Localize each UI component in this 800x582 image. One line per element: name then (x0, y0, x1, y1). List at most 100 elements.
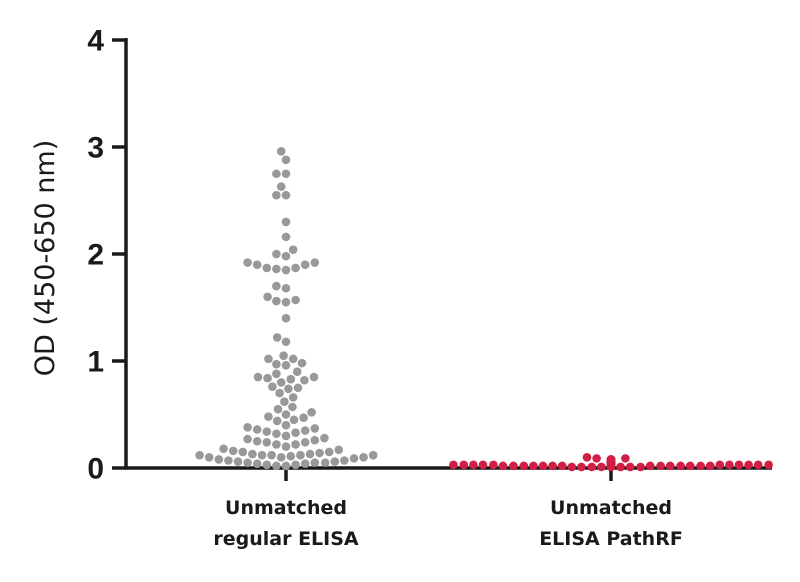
data-point (315, 448, 324, 458)
data-point (243, 434, 252, 444)
data-point (248, 449, 257, 459)
data-point (509, 461, 518, 471)
data-point (592, 454, 601, 463)
data-point (224, 456, 233, 465)
data-point (238, 447, 248, 457)
data-point (300, 459, 310, 469)
data-point (275, 388, 284, 398)
data-point (272, 249, 281, 259)
data-point (368, 450, 378, 460)
data-point (567, 462, 577, 472)
data-point (281, 297, 291, 307)
data-point (281, 232, 291, 242)
data-point (334, 445, 344, 455)
data-points (195, 146, 773, 472)
data-point (291, 460, 300, 470)
data-point (597, 462, 606, 472)
data-point (305, 449, 315, 459)
y-tick-label: 1 (87, 346, 104, 379)
data-point (292, 367, 302, 377)
data-point (281, 313, 291, 323)
data-point (281, 155, 291, 165)
data-point (272, 190, 281, 200)
data-point (587, 462, 597, 472)
data-point (340, 456, 349, 465)
data-point (252, 260, 262, 270)
data-point (310, 458, 320, 467)
data-point (262, 438, 272, 447)
data-point (299, 413, 308, 423)
data-point (645, 461, 655, 471)
data-point (281, 360, 291, 370)
data-point (478, 460, 488, 470)
data-point (281, 265, 291, 275)
y-axis-title: OD (450-650 nm) (30, 140, 61, 377)
data-point (320, 433, 329, 443)
data-point (281, 420, 291, 430)
data-point (195, 450, 204, 460)
x-tick-label: Unmatched (550, 497, 672, 519)
data-point (252, 459, 262, 469)
data-point (243, 258, 252, 267)
data-point (281, 190, 291, 200)
data-point (272, 369, 281, 379)
data-point (359, 453, 368, 462)
data-point (297, 358, 307, 368)
data-point (286, 374, 296, 384)
data-point (219, 444, 228, 454)
data-point (734, 460, 744, 470)
data-point (233, 457, 243, 466)
data-point (267, 450, 276, 460)
data-point (284, 384, 293, 394)
data-point (324, 447, 334, 457)
data-point (263, 373, 272, 383)
data-point (280, 397, 289, 406)
data-point (459, 460, 469, 470)
data-point (291, 440, 300, 449)
data-point (548, 461, 557, 471)
data-point (281, 251, 291, 261)
y-axis: 0 1 2 3 4 (87, 25, 128, 486)
data-point (252, 436, 262, 446)
data-point (264, 354, 273, 364)
x-tick-label: Unmatched (225, 497, 347, 519)
data-point (309, 372, 319, 382)
data-point (281, 169, 291, 179)
data-point (310, 435, 320, 445)
data-point (625, 462, 635, 472)
data-point (300, 260, 310, 270)
data-point (281, 283, 291, 293)
data-point (228, 446, 238, 456)
data-point (276, 182, 286, 191)
data-point (685, 461, 695, 471)
data-point (300, 426, 310, 435)
data-point (281, 337, 291, 347)
data-point (272, 281, 281, 291)
data-point (349, 454, 359, 463)
x-tick-label: ELISA PathRF (539, 528, 683, 550)
data-point (262, 460, 272, 470)
data-point (281, 217, 291, 227)
data-point (582, 453, 592, 462)
data-point (288, 393, 298, 402)
data-point (300, 438, 310, 447)
data-point (281, 431, 291, 441)
data-point (330, 457, 340, 466)
data-point (262, 263, 272, 273)
x-axis (124, 466, 772, 481)
data-point (529, 461, 538, 471)
data-point (276, 378, 286, 387)
data-point (257, 450, 267, 460)
data-point (276, 453, 286, 462)
data-point (715, 460, 725, 470)
data-point (273, 404, 283, 414)
data-point (281, 410, 291, 419)
data-point (449, 460, 458, 470)
data-point (288, 245, 298, 255)
data-point (519, 461, 529, 471)
data-point (214, 455, 224, 464)
data-point (498, 461, 508, 471)
data-point (296, 450, 305, 460)
data-point (272, 264, 281, 274)
